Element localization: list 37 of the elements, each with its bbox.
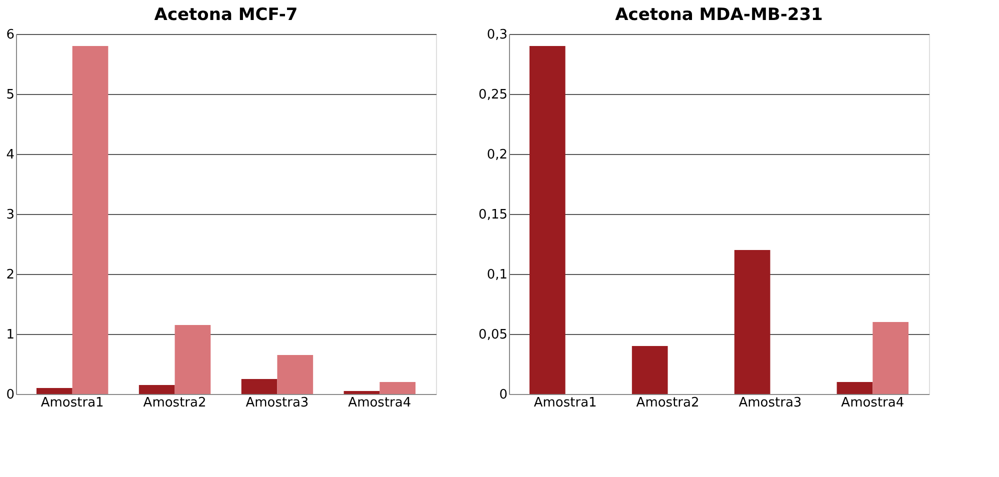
y-tick-label: 5: [6, 88, 14, 102]
x-tick-label: Amostra2: [143, 396, 206, 410]
bar: [138, 385, 175, 394]
y-tick-label: 3: [6, 208, 14, 222]
bar: [872, 322, 909, 394]
y-tick-label: 0,3: [486, 28, 508, 42]
bar: [344, 391, 380, 394]
chart-title: Acetona MDA-MB-231: [615, 5, 823, 25]
bar: [632, 346, 668, 394]
bar: [72, 46, 108, 394]
bar: [380, 382, 416, 394]
y-tick-label: 0,25: [478, 88, 508, 102]
bar: [174, 325, 211, 394]
x-tick-label: Amostra1: [40, 396, 104, 410]
bar: [734, 250, 770, 394]
chart-title: Acetona MCF-7: [154, 5, 298, 25]
x-tick-label: Amostra4: [841, 396, 904, 410]
x-tick-label: Amostra1: [534, 396, 597, 410]
y-tick-label: 0,15: [478, 208, 508, 222]
y-tick-label: 2: [6, 268, 14, 282]
y-tick-label: 4: [6, 148, 14, 162]
bar: [529, 46, 566, 394]
x-tick-label: Amostra3: [246, 396, 309, 410]
bar: [36, 388, 72, 394]
y-tick-label: 0,05: [478, 328, 508, 342]
bar: [241, 379, 278, 394]
y-tick-label: 0: [6, 388, 14, 402]
y-tick-label: 1: [6, 328, 14, 342]
y-tick-label: 0: [499, 388, 508, 402]
x-tick-label: Amostra2: [636, 396, 700, 410]
y-tick-label: 0,2: [486, 148, 508, 162]
bar: [836, 382, 873, 394]
x-tick-label: Amostra4: [348, 396, 412, 410]
x-tick-label: Amostra3: [738, 396, 802, 410]
bar: [277, 355, 314, 394]
y-tick-label: 6: [6, 28, 14, 42]
y-tick-label: 0,1: [486, 268, 508, 282]
